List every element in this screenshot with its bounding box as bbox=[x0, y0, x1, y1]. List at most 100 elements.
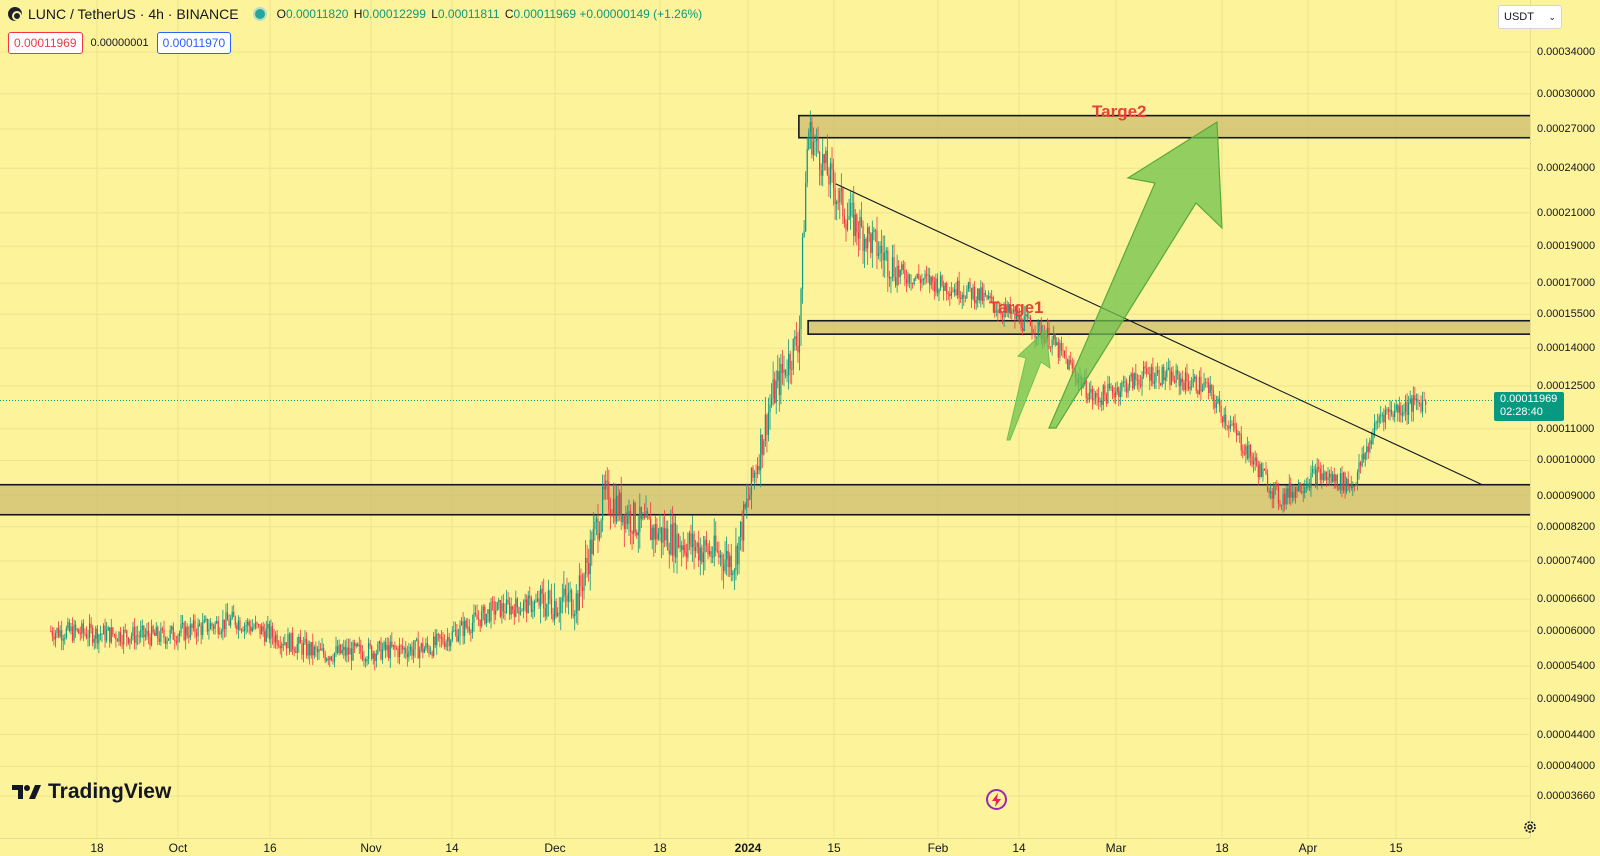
candle bbox=[1366, 438, 1368, 461]
candle bbox=[220, 628, 222, 638]
candle bbox=[335, 636, 337, 658]
candle bbox=[729, 552, 731, 578]
time-tick-label: 15 bbox=[1389, 841, 1403, 855]
time-axis[interactable]: 18 Oct 16 Nov 14 Dec 18 2024 15 Feb 14 Mar 18 Apr 15 bbox=[0, 838, 1530, 856]
candle bbox=[977, 288, 979, 308]
candle bbox=[955, 282, 957, 297]
sell-price-button[interactable]: 0.00011969 bbox=[8, 32, 83, 54]
candle bbox=[130, 632, 133, 645]
candle bbox=[1138, 375, 1140, 392]
candle bbox=[834, 172, 836, 220]
candle bbox=[513, 604, 515, 625]
candle bbox=[270, 619, 272, 649]
candle bbox=[1090, 380, 1092, 400]
candle bbox=[831, 147, 833, 183]
candle bbox=[574, 610, 576, 631]
candle bbox=[99, 625, 102, 641]
candle bbox=[262, 621, 264, 637]
candle bbox=[1248, 441, 1250, 463]
candle bbox=[323, 643, 325, 659]
candle bbox=[231, 605, 233, 620]
candle bbox=[164, 636, 167, 649]
candle bbox=[561, 583, 563, 614]
candle bbox=[101, 632, 103, 643]
price-tick-label: 0.00015500 bbox=[1537, 308, 1596, 321]
candle bbox=[564, 584, 567, 614]
candle bbox=[1408, 395, 1410, 424]
candle bbox=[530, 595, 532, 618]
candle bbox=[402, 637, 404, 654]
candle bbox=[1234, 413, 1236, 433]
candle bbox=[941, 274, 943, 288]
candle bbox=[997, 300, 999, 322]
candle bbox=[938, 288, 940, 302]
trendline bbox=[835, 183, 1483, 486]
candle bbox=[495, 601, 497, 621]
candle bbox=[763, 438, 765, 456]
candle bbox=[1403, 403, 1405, 417]
candle bbox=[623, 514, 625, 547]
candle bbox=[1284, 488, 1286, 512]
candle bbox=[615, 484, 618, 525]
candle bbox=[1122, 375, 1125, 388]
candle bbox=[205, 615, 207, 623]
symbol-logo-icon[interactable] bbox=[8, 7, 22, 21]
candle bbox=[676, 524, 678, 574]
candle bbox=[132, 621, 134, 641]
candle bbox=[986, 294, 988, 301]
candle bbox=[930, 276, 932, 290]
candle bbox=[862, 220, 864, 264]
candle bbox=[1001, 311, 1004, 325]
candle bbox=[797, 331, 799, 363]
symbol-title[interactable]: LUNC / TetherUS · 4h · BINANCE bbox=[28, 6, 239, 22]
candle bbox=[1206, 377, 1208, 388]
candle bbox=[1132, 367, 1134, 391]
candle bbox=[794, 329, 796, 351]
time-tick-label: Mar bbox=[1105, 841, 1127, 855]
candle bbox=[1056, 337, 1058, 346]
price-tick-label: 0.00004900 bbox=[1537, 692, 1596, 705]
tradingview-watermark[interactable]: TradingView bbox=[12, 780, 171, 804]
lightning-button[interactable] bbox=[986, 789, 1007, 810]
candle bbox=[313, 644, 315, 659]
candle bbox=[208, 619, 210, 640]
candle bbox=[1006, 300, 1008, 317]
candle bbox=[964, 295, 966, 303]
candle bbox=[671, 506, 673, 562]
candle bbox=[1142, 360, 1145, 379]
candle bbox=[194, 614, 196, 639]
candle bbox=[603, 474, 605, 500]
candle bbox=[1377, 413, 1379, 430]
candle bbox=[569, 581, 571, 603]
candle bbox=[109, 627, 111, 648]
currency-select[interactable]: USDT ⌄ bbox=[1498, 5, 1562, 29]
candle bbox=[832, 158, 835, 206]
chart-area[interactable]: Targe2 Targe1 bbox=[0, 0, 1530, 838]
candle bbox=[158, 631, 160, 645]
candle bbox=[498, 597, 500, 610]
candle bbox=[843, 208, 846, 228]
price-chart[interactable]: Targe2 Targe1 bbox=[0, 0, 1530, 838]
gear-icon[interactable] bbox=[1522, 819, 1538, 835]
candle bbox=[1039, 321, 1041, 333]
candle bbox=[594, 515, 596, 541]
buy-price-button[interactable]: 0.00011970 bbox=[156, 32, 232, 54]
candle bbox=[338, 639, 340, 656]
price-tick-label: 0.00005400 bbox=[1537, 660, 1596, 673]
candle bbox=[699, 537, 701, 576]
candle bbox=[1215, 396, 1218, 414]
candle bbox=[1355, 482, 1357, 487]
candle bbox=[738, 536, 740, 574]
candle bbox=[1195, 374, 1197, 394]
candle bbox=[1192, 369, 1194, 388]
candle bbox=[110, 618, 112, 644]
candle bbox=[1254, 450, 1256, 471]
candle bbox=[349, 638, 351, 655]
candle bbox=[1311, 460, 1314, 478]
candle bbox=[701, 544, 703, 565]
candle bbox=[1418, 401, 1421, 407]
candle bbox=[237, 615, 239, 639]
candle bbox=[1240, 426, 1242, 456]
candle bbox=[138, 631, 140, 645]
candle bbox=[1237, 430, 1239, 436]
